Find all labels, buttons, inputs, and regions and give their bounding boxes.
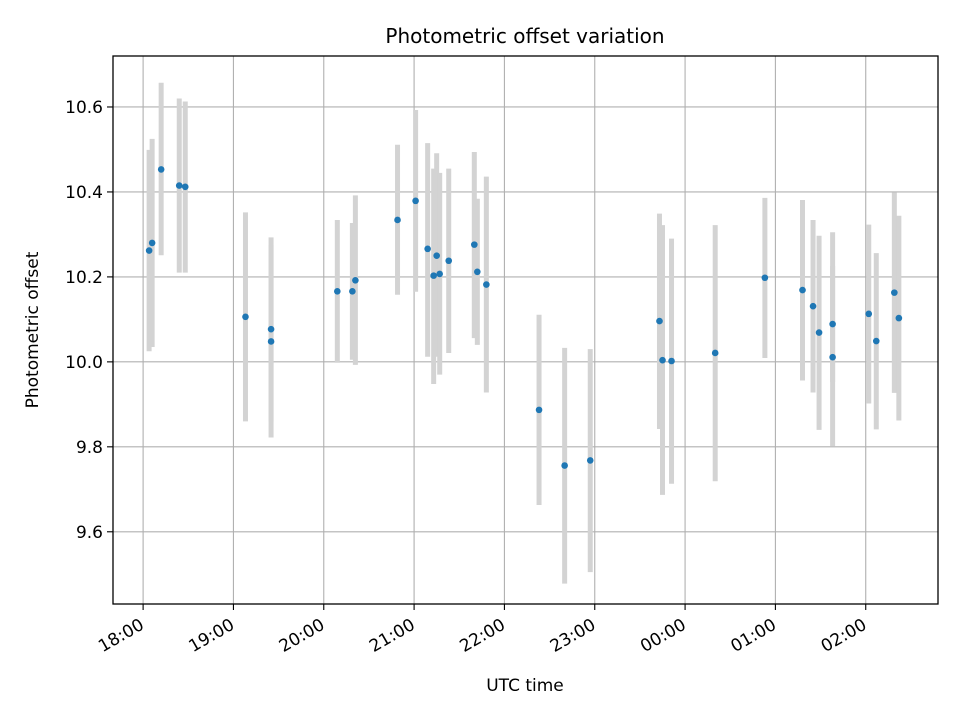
x-axis-label: UTC time <box>486 676 564 696</box>
data-point <box>424 245 431 253</box>
x-tick-label: 22:00 <box>456 615 508 657</box>
y-axis-ticks: 9.6 9.8 10.0 10.2 10.4 10.6 <box>65 98 113 543</box>
x-tick-label: 19:00 <box>186 615 238 657</box>
y-tick-label: 9.8 <box>76 438 103 458</box>
data-point <box>349 288 356 295</box>
y-tick-label: 10.2 <box>65 268 103 288</box>
data-point <box>148 239 156 247</box>
y-tick-label: 10.6 <box>65 98 103 118</box>
data-point <box>561 462 568 469</box>
data-point <box>483 281 490 288</box>
errorbars <box>146 82 902 584</box>
data-points <box>145 166 903 469</box>
x-tick-label: 18:00 <box>95 615 147 657</box>
data-point <box>891 289 898 296</box>
x-tick-label: 20:00 <box>276 615 328 657</box>
data-point <box>865 310 873 318</box>
data-point <box>433 252 440 259</box>
axes-frame <box>112 55 939 605</box>
data-point <box>474 268 481 276</box>
data-point <box>872 337 880 345</box>
x-tick-label: 02:00 <box>818 615 870 657</box>
data-point <box>809 302 817 310</box>
data-point <box>352 276 359 284</box>
data-point <box>895 314 903 322</box>
chart-title: Photometric offset variation <box>385 24 664 48</box>
data-point <box>668 357 675 365</box>
data-point <box>436 270 443 278</box>
data-point <box>430 272 437 279</box>
x-axis-ticks: 18:00 19:00 20:00 21:00 22:00 23:00 00:00 01:00… <box>95 604 870 657</box>
y-tick-label: 10.0 <box>65 353 103 373</box>
data-point <box>815 329 823 336</box>
data-point <box>829 353 836 361</box>
data-point <box>471 241 478 248</box>
data-point <box>586 457 594 464</box>
data-point <box>829 320 836 328</box>
data-point <box>181 183 189 191</box>
data-point <box>157 166 165 173</box>
data-point <box>267 338 275 345</box>
data-point <box>761 274 769 282</box>
data-point <box>656 317 663 325</box>
x-tick-label: 01:00 <box>727 615 779 657</box>
y-axis-label: Photometric offset <box>23 251 43 408</box>
data-point <box>145 247 153 254</box>
data-point <box>175 182 183 189</box>
x-tick-label: 23:00 <box>547 615 599 657</box>
data-point <box>535 406 543 414</box>
x-tick-label: 00:00 <box>637 615 689 657</box>
data-point <box>334 288 341 295</box>
y-tick-label: 9.6 <box>76 523 103 543</box>
x-tick-label: 21:00 <box>366 615 418 657</box>
data-point <box>412 197 419 205</box>
data-point <box>711 349 719 357</box>
y-tick-label: 10.4 <box>65 183 103 203</box>
data-point <box>267 325 275 333</box>
data-point <box>799 286 806 294</box>
data-point <box>659 356 666 364</box>
data-point <box>242 313 249 321</box>
data-point <box>394 216 401 224</box>
data-point <box>445 257 453 265</box>
